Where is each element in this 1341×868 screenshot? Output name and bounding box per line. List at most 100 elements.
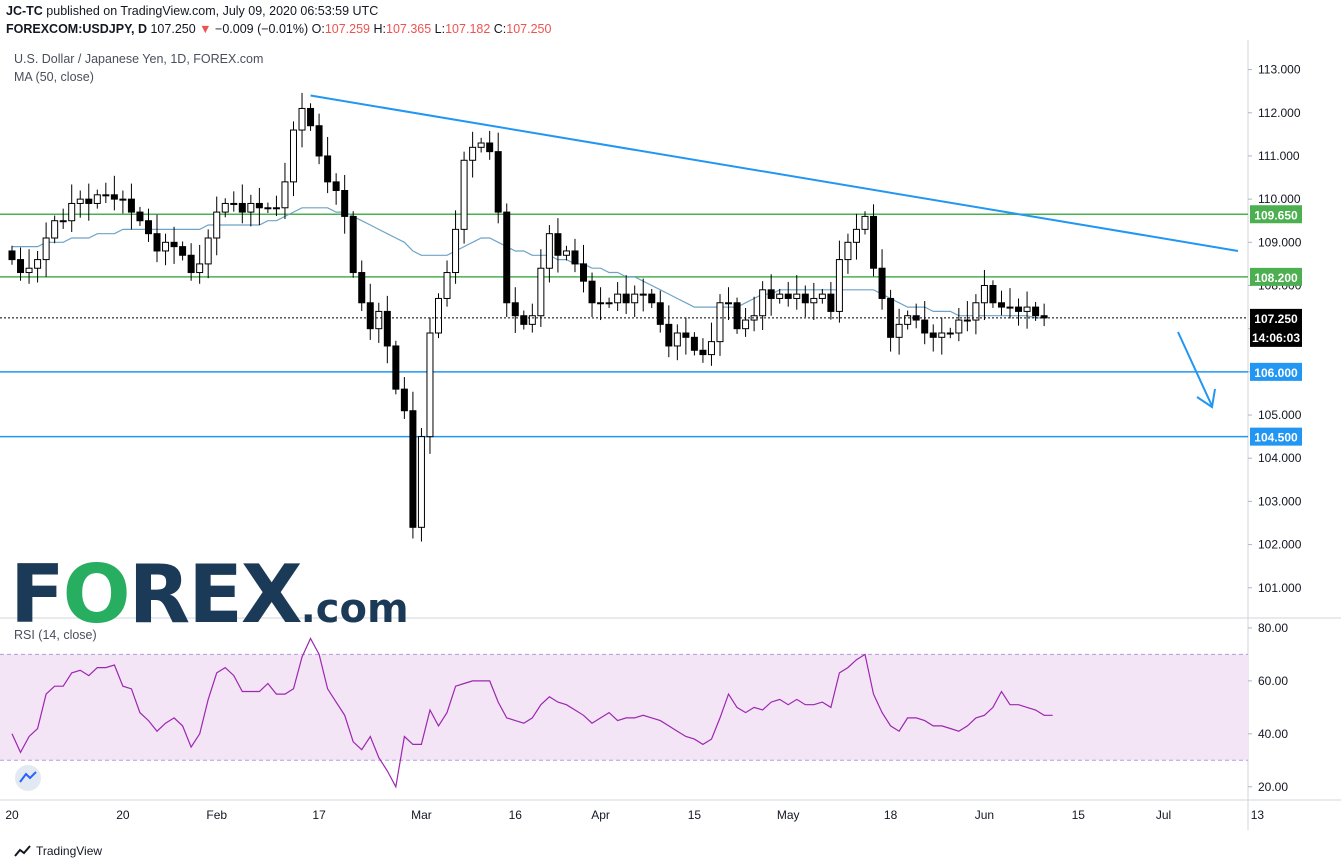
candle-body xyxy=(682,332,690,338)
candle xyxy=(17,247,25,281)
change-value: −0.009 (−0.01%) xyxy=(215,22,309,36)
candle-body xyxy=(366,302,374,330)
candle-body xyxy=(528,315,536,325)
price-tick-label: 101.000 xyxy=(1258,581,1302,595)
candle-body xyxy=(255,202,263,209)
candle xyxy=(733,297,741,334)
candle-body xyxy=(895,323,903,338)
candle-body xyxy=(972,302,980,321)
candle xyxy=(85,183,93,221)
candle xyxy=(443,260,451,307)
rsi-band xyxy=(0,654,1248,761)
candle xyxy=(281,162,289,219)
candle-body xyxy=(955,319,963,334)
candle-body xyxy=(247,202,255,213)
candle-body xyxy=(759,289,767,317)
candle-body xyxy=(144,220,152,235)
candle-body xyxy=(1032,306,1040,317)
candle-body xyxy=(946,332,954,335)
candle xyxy=(580,244,588,293)
ma-legend[interactable]: MA (50, close) xyxy=(14,70,94,84)
candle-body xyxy=(102,194,110,197)
candle xyxy=(921,301,929,345)
candle xyxy=(102,182,110,204)
candle xyxy=(562,245,570,261)
candle-body xyxy=(742,319,750,330)
candle-body xyxy=(767,289,775,299)
candle-body xyxy=(136,211,144,222)
candle xyxy=(417,428,425,542)
candle xyxy=(358,260,366,311)
candle xyxy=(870,204,878,277)
candle-body xyxy=(835,259,843,312)
candle-body xyxy=(460,159,468,230)
candle-body xyxy=(213,211,221,239)
candle xyxy=(375,302,383,343)
candle xyxy=(162,233,170,266)
rsi-tick-label: 80.00 xyxy=(1258,621,1288,635)
candle xyxy=(452,210,460,284)
candle xyxy=(895,308,903,355)
candle-body xyxy=(562,250,570,256)
candle xyxy=(1032,301,1040,321)
price-tick-label: 110.000 xyxy=(1258,192,1301,206)
candle xyxy=(264,202,272,213)
time-tick-label: 18 xyxy=(884,808,898,822)
candle-body xyxy=(204,237,212,265)
candle xyxy=(656,290,664,333)
candle xyxy=(878,249,886,310)
candle xyxy=(144,208,152,242)
candle xyxy=(946,327,954,339)
rsi-legend[interactable]: RSI (14, close) xyxy=(14,628,97,642)
candle xyxy=(170,226,178,264)
level-label-bg xyxy=(1250,427,1302,446)
symbol-name: FOREXCOM:USDJPY, D xyxy=(6,22,147,36)
candle-body xyxy=(605,302,613,305)
candle xyxy=(349,211,357,278)
price-tick-label: 104.000 xyxy=(1258,451,1302,465)
candle-body xyxy=(571,250,579,265)
candle xyxy=(631,285,639,318)
time-tick-label: 17 xyxy=(312,808,326,822)
candle-body xyxy=(989,285,997,304)
candle xyxy=(929,324,937,352)
cloud-icon-glyph xyxy=(19,771,37,783)
level-label: 104.500 xyxy=(1254,431,1298,445)
change-arrow-icon: ▼ xyxy=(199,22,212,36)
candle xyxy=(289,121,297,197)
candle-body xyxy=(375,310,383,330)
candle-body xyxy=(733,302,741,330)
candle xyxy=(861,211,869,235)
candle xyxy=(1006,288,1014,319)
candle xyxy=(494,132,502,224)
level-label: 106.000 xyxy=(1254,366,1298,380)
candle-body xyxy=(400,388,408,412)
candle xyxy=(810,282,818,321)
candle-body xyxy=(520,315,528,325)
candle xyxy=(486,130,494,160)
forex-logo: FOREX.com xyxy=(10,548,409,641)
candle-body xyxy=(153,233,161,252)
candle xyxy=(25,249,33,284)
candle-body xyxy=(870,215,878,269)
candle-body xyxy=(170,241,178,248)
candle xyxy=(110,175,118,211)
tradingview-brand[interactable]: TradingView xyxy=(14,844,102,858)
candle xyxy=(238,184,246,224)
candle xyxy=(1040,303,1048,327)
candle-body xyxy=(673,332,681,347)
level-label-bg xyxy=(1250,362,1302,381)
candle xyxy=(341,174,349,234)
time-tick-label: Feb xyxy=(206,808,227,822)
candle xyxy=(776,288,784,304)
candle-body xyxy=(221,202,229,213)
candle-body xyxy=(997,302,1005,308)
candle-body xyxy=(648,293,656,304)
candle xyxy=(648,288,656,308)
candle xyxy=(716,294,724,356)
candle xyxy=(588,272,596,318)
candle-body xyxy=(844,241,852,261)
candle-body xyxy=(196,263,204,274)
candle xyxy=(835,240,843,323)
